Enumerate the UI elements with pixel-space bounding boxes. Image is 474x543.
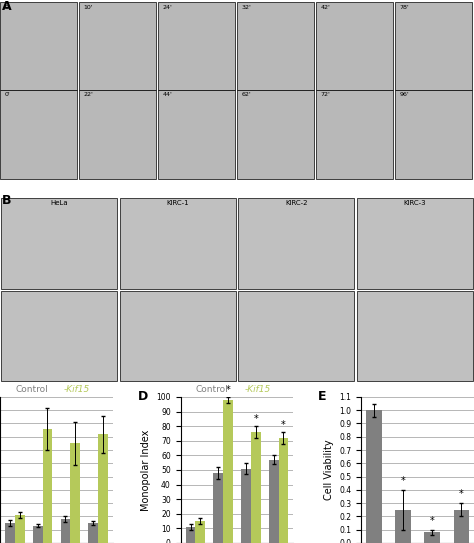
Y-axis label: Monopolar Index: Monopolar Index: [141, 430, 151, 510]
Text: *: *: [401, 476, 405, 486]
Bar: [316, 2, 392, 90]
Bar: [395, 2, 472, 90]
Text: 42': 42': [321, 5, 331, 10]
Text: -Kif15: -Kif15: [244, 385, 271, 394]
Bar: [366, 410, 382, 543]
Text: 62': 62': [242, 92, 252, 97]
Bar: [43, 429, 52, 543]
Bar: [425, 532, 440, 543]
Bar: [70, 444, 80, 543]
Text: KIRC-3: KIRC-3: [403, 200, 426, 206]
Text: A: A: [2, 0, 12, 13]
Bar: [120, 198, 236, 289]
Bar: [238, 198, 354, 289]
Bar: [1, 198, 117, 289]
Bar: [213, 473, 223, 543]
Text: B: B: [2, 194, 12, 207]
Bar: [395, 90, 472, 179]
Bar: [186, 527, 195, 543]
Text: HeLa: HeLa: [50, 200, 68, 206]
Bar: [15, 515, 25, 543]
Text: 32': 32': [242, 5, 252, 10]
Text: 78': 78': [400, 5, 410, 10]
Text: 22': 22': [84, 92, 93, 97]
Y-axis label: Cell Viability: Cell Viability: [324, 440, 334, 500]
Bar: [357, 291, 473, 381]
Text: Control: Control: [15, 385, 48, 394]
Bar: [237, 90, 314, 179]
Text: KIRC-2: KIRC-2: [285, 200, 308, 206]
Text: E: E: [318, 390, 327, 403]
Bar: [269, 460, 279, 543]
Bar: [279, 438, 288, 543]
Text: 72': 72': [321, 92, 331, 97]
Bar: [79, 90, 155, 179]
Bar: [0, 90, 77, 179]
Bar: [120, 291, 236, 381]
Text: D: D: [137, 390, 148, 403]
Text: 0': 0': [5, 5, 10, 10]
Bar: [357, 198, 473, 289]
Bar: [454, 510, 469, 543]
Text: *: *: [253, 414, 258, 424]
Text: *: *: [281, 420, 286, 430]
Bar: [238, 291, 354, 381]
Bar: [88, 523, 98, 543]
Bar: [237, 2, 314, 90]
Text: KIRC-1: KIRC-1: [166, 200, 189, 206]
Text: 44': 44': [163, 92, 173, 97]
Bar: [395, 510, 410, 543]
Bar: [195, 521, 205, 543]
Text: *: *: [226, 385, 230, 395]
Bar: [79, 2, 155, 90]
Bar: [61, 519, 70, 543]
Bar: [158, 90, 235, 179]
Bar: [5, 523, 15, 543]
Text: 96': 96': [400, 92, 410, 97]
Text: 10': 10': [84, 5, 93, 10]
Bar: [98, 434, 108, 543]
Bar: [223, 400, 233, 543]
Bar: [33, 526, 43, 543]
Bar: [158, 2, 235, 90]
Text: 24': 24': [163, 5, 173, 10]
Bar: [316, 90, 392, 179]
Text: 0': 0': [5, 92, 10, 97]
Bar: [251, 432, 261, 543]
Text: *: *: [459, 489, 464, 499]
Bar: [0, 2, 77, 90]
Text: Control: Control: [196, 385, 228, 394]
Text: -Kif15: -Kif15: [64, 385, 90, 394]
Bar: [241, 469, 251, 543]
Bar: [1, 291, 117, 381]
Text: *: *: [430, 516, 435, 526]
